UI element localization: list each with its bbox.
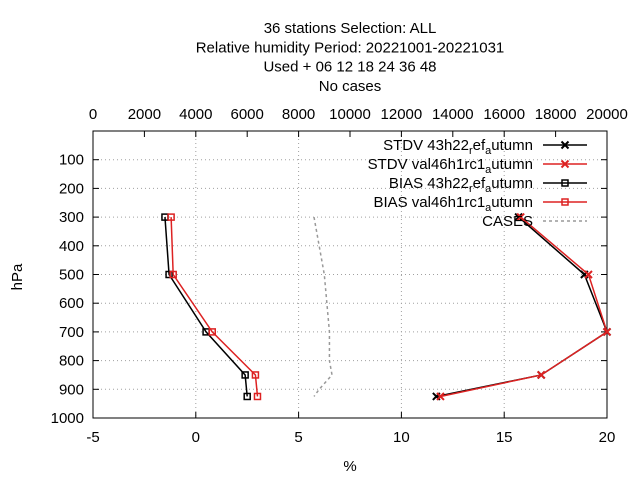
series-0 (432, 212, 612, 401)
legend-label: BIAS 43h22refautumn (389, 175, 533, 195)
series-line (440, 216, 608, 398)
x2-tick-label: 4000 (179, 106, 212, 123)
x-axis-bottom: -5 0 5 10 15 20 (86, 412, 615, 446)
x2-tick-label: 16000 (483, 106, 525, 123)
grid (93, 131, 607, 418)
x-tick-label: 10 (393, 429, 410, 446)
data-point (167, 213, 175, 221)
data-point (165, 270, 173, 279)
title-line: 36 stations Selection: ALL (264, 20, 437, 37)
series-4 (313, 216, 333, 397)
legend-label: CASES (482, 213, 533, 230)
legend-label-part: a (485, 145, 492, 157)
x-tick-label: -5 (86, 429, 99, 446)
y-tick-label: 500 (59, 267, 84, 284)
legend-label-part: BIAS val46h1rc1 (373, 194, 485, 211)
title-line: Relative humidity Period: 20221001-20221… (196, 39, 505, 56)
x-tick-label: 15 (496, 429, 513, 446)
y-tick-label: 200 (59, 180, 84, 197)
legend-label-part: BIAS 43h22 (389, 175, 469, 192)
legend-label-part: STDV val46h1rc1 (368, 156, 486, 173)
x-tick-label: 5 (294, 429, 302, 446)
x2-tick-label: 20000 (586, 106, 628, 123)
x2-tick-label: 6000 (231, 106, 264, 123)
series-line (313, 216, 333, 397)
y-axis-label: hPa (9, 263, 26, 290)
x-tick-label: 0 (192, 429, 200, 446)
data-point (436, 392, 445, 401)
legend-label: STDV 43h22refautumn (383, 137, 533, 157)
x2-tick-label: 2000 (128, 106, 161, 123)
title-line: Used + 06 12 18 24 36 48 (263, 59, 436, 76)
data-point (241, 371, 249, 379)
y-axis: 100 200 300 400 500 600 700 800 900 1000 (51, 152, 607, 427)
x2-tick-label: 14000 (432, 106, 474, 123)
legend-label-part: utumn (491, 137, 533, 154)
legend-label-part: r (469, 183, 473, 195)
legend-label-part: ef (473, 175, 486, 192)
series-line (436, 216, 608, 398)
series-2 (161, 213, 251, 401)
y-tick-label: 900 (59, 381, 84, 398)
data-point (537, 370, 546, 380)
y-tick-label: 1000 (51, 410, 84, 427)
series-line (164, 217, 248, 397)
data-point (253, 392, 262, 401)
legend-label-part: ef (473, 137, 486, 154)
y-tick-label: 800 (59, 353, 84, 370)
legend-label: BIAS val46h1rc1autumn (373, 194, 533, 214)
legend-label-part: r (469, 145, 473, 157)
series-3 (167, 213, 262, 401)
data-point (561, 198, 569, 206)
data-point (251, 371, 260, 379)
y-tick-label: 400 (59, 238, 84, 255)
legend-label-part: STDV 43h22 (383, 137, 469, 154)
data-point (602, 327, 612, 337)
y-tick-label: 100 (59, 152, 84, 169)
legend-label-part: a (485, 183, 492, 195)
data-point (243, 392, 251, 401)
data-point (208, 328, 216, 336)
legend-label: STDV val46h1rc1autumn (368, 156, 533, 176)
chart-title: 36 stations Selection: ALL Relative humid… (196, 20, 505, 95)
legend-label-part: utumn (491, 175, 533, 192)
x-tick-label: 20 (599, 429, 616, 446)
data-point (560, 140, 570, 150)
x2-tick-label: 0 (89, 106, 97, 123)
series-lines (161, 212, 612, 401)
legend-label-part: CASES (482, 213, 533, 230)
series-1 (436, 212, 612, 401)
legend-label-part: utumn (491, 156, 533, 173)
y-tick-label: 700 (59, 324, 84, 341)
title-line: No cases (319, 78, 382, 95)
legend-label-part: a (485, 164, 492, 176)
data-point (169, 270, 177, 279)
x2-tick-label: 18000 (535, 106, 577, 123)
data-point (514, 212, 523, 222)
x2-tick-label: 10000 (329, 106, 371, 123)
legend-label-part: a (485, 202, 492, 214)
data-point (560, 159, 570, 169)
legend-label-part: utumn (491, 194, 533, 211)
x-axis-label: % (343, 458, 356, 475)
x2-tick-label: 12000 (381, 106, 423, 123)
series-line (170, 217, 259, 397)
data-point (516, 212, 525, 222)
y-tick-label: 300 (59, 209, 84, 226)
x2-tick-label: 8000 (282, 106, 315, 123)
x-axis-top: 0 2000 4000 6000 8000 10000 12000 14000 16000 180… (89, 106, 628, 137)
data-point (561, 179, 569, 187)
y-tick-label: 600 (59, 295, 84, 312)
data-point (584, 270, 593, 279)
